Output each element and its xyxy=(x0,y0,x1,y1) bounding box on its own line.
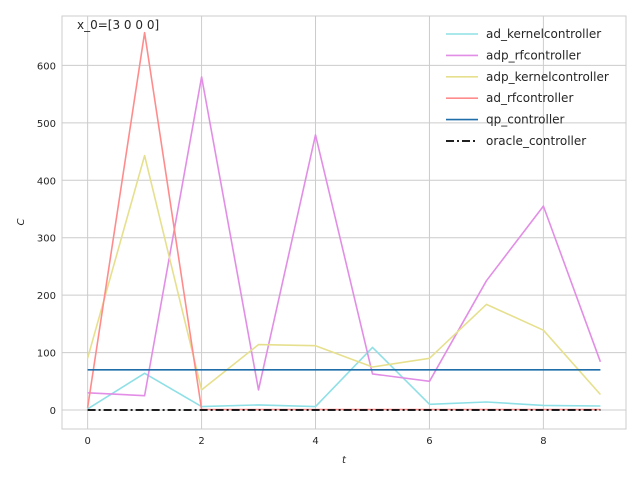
legend-label: ad_rfcontroller xyxy=(486,91,573,105)
legend-label: adp_rfcontroller xyxy=(486,48,581,62)
y-tick-label: 500 xyxy=(37,119,56,130)
x-tick-label: 0 xyxy=(84,436,90,447)
series-line-adp_rfcontroller xyxy=(87,76,602,397)
plot-area xyxy=(61,15,627,430)
y-tick-label: 100 xyxy=(37,349,56,360)
tick-labels: 0 2 4 6 8 0 100 200 300 400 500 600 xyxy=(37,61,547,447)
series-layer xyxy=(86,31,602,411)
x-axis-label: t xyxy=(342,455,347,466)
legend-label: qp_controller xyxy=(486,113,565,127)
y-tick-label: 300 xyxy=(37,234,56,245)
x-tick-label: 6 xyxy=(426,436,432,447)
x-tick-label: 8 xyxy=(540,436,546,447)
legend: ad_kernelcontroller adp_rfcontroller adp_k… xyxy=(446,27,609,148)
y-tick-label: 200 xyxy=(37,291,56,302)
y-tick-label: 0 xyxy=(50,406,56,417)
y-axis-label: C xyxy=(16,218,27,225)
legend-label: oracle_controller xyxy=(486,134,586,148)
y-tick-label: 400 xyxy=(37,176,56,187)
x-tick-label: 2 xyxy=(198,436,204,447)
series-line-adp_kernelcontroller xyxy=(86,154,601,396)
y-tick-label: 600 xyxy=(37,61,56,72)
legend-label: adp_kernelcontroller xyxy=(486,70,609,84)
legend-label: ad_kernelcontroller xyxy=(486,27,601,41)
annotation-initial-state: x_0=[3 0 0 0] xyxy=(77,18,159,32)
x-tick-label: 4 xyxy=(312,436,318,447)
series-line-ad_kernelcontroller xyxy=(87,346,601,410)
